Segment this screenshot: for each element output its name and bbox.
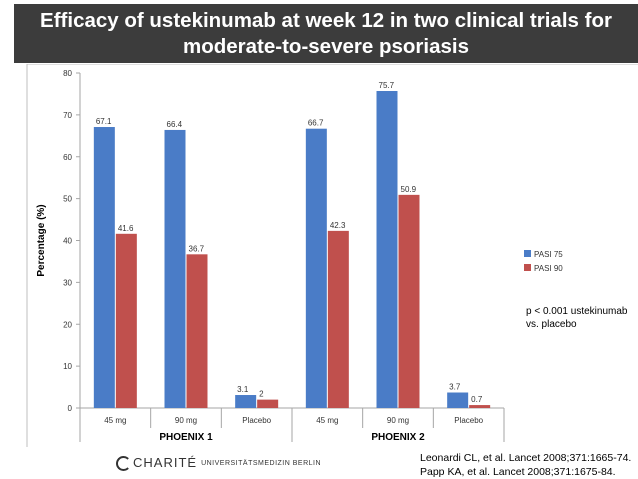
group-label: PHOENIX 1: [159, 432, 213, 443]
note-line-2: vs. placebo: [526, 319, 577, 330]
y-tick-label: 70: [63, 111, 72, 120]
x-tick-label: 90 mg: [175, 416, 197, 425]
bar-pasi-75: [305, 128, 327, 408]
footer: [0, 447, 638, 479]
bar-data-label: 66.4: [167, 120, 183, 129]
bar-data-label: 3.1: [237, 385, 249, 394]
y-tick-label: 20: [63, 320, 72, 329]
charite-c-icon: [116, 456, 131, 472]
bar-data-label: 75.7: [379, 81, 395, 90]
bar-pasi-75: [376, 91, 398, 408]
y-tick-label: 30: [63, 278, 72, 287]
legend-label: PASI 75: [534, 250, 563, 259]
x-tick-label: 45 mg: [104, 416, 126, 425]
bar-data-label: 36.7: [189, 244, 205, 253]
bar-pasi-90: [186, 254, 208, 408]
logo-brand: CHARITÉ: [133, 455, 198, 470]
title-line-2: moderate-to-severe psoriasis: [183, 34, 469, 58]
x-tick-label: 90 mg: [387, 416, 409, 425]
y-tick-label: 0: [68, 404, 73, 413]
reference-1: Leonardi CL, et al. Lancet 2008;371:1665…: [420, 452, 632, 464]
bar-data-label: 3.7: [449, 383, 461, 392]
x-tick-label: Placebo: [454, 416, 483, 425]
bar-data-label: 2: [259, 390, 264, 399]
bar-data-label: 42.3: [330, 221, 346, 230]
bar-data-label: 0.7: [471, 395, 483, 404]
title-line-1: Efficacy of ustekinumab at week 12 in tw…: [40, 8, 612, 32]
bar-pasi-90: [115, 233, 137, 408]
bar-data-label: 41.6: [118, 224, 134, 233]
bar-pasi-75: [447, 392, 469, 408]
y-tick-label: 10: [63, 362, 72, 371]
logo-subtitle: UNIVERSITÄTSMEDIZIN BERLIN: [201, 460, 322, 468]
legend-swatch: [524, 264, 531, 271]
reference-2: Papp KA, et al. Lancet 2008;371:1675-84.: [420, 466, 616, 478]
x-tick-label: Placebo: [242, 416, 271, 425]
bar-pasi-75: [93, 127, 115, 409]
bar-pasi-75: [235, 395, 257, 408]
bar-pasi-90: [257, 399, 279, 408]
y-tick-label: 40: [63, 237, 72, 246]
y-tick-label: 60: [63, 153, 72, 162]
note-line-1: p < 0.001 ustekinumab: [526, 306, 628, 317]
bar-data-label: 50.9: [401, 185, 417, 194]
y-axis-label: Percentage (%): [36, 204, 47, 276]
legend-label: PASI 90: [534, 264, 563, 273]
bar-chart: 0 10 20 30 40 50 60 70 80 Percentage (%) 67.1 41.6 4…: [26, 64, 638, 450]
legend-swatch: [524, 250, 531, 257]
significance-note: p < 0.001 ustekinumab vs. placebo: [526, 305, 627, 331]
x-tick-label: 45 mg: [316, 416, 338, 425]
title-bar: Efficacy of ustekinumab at week 12 in tw…: [14, 4, 638, 63]
charite-logo: CHARITÉ UNIVERSITÄTSMEDIZIN BERLIN: [116, 455, 322, 472]
bar-pasi-90: [398, 194, 420, 408]
bar-pasi-90: [469, 405, 491, 408]
bar-data-label: 66.7: [308, 119, 324, 128]
bar-pasi-90: [327, 230, 349, 408]
references: Leonardi CL, et al. Lancet 2008;371:1665…: [420, 451, 631, 479]
bar-data-label: 67.1: [96, 117, 112, 126]
y-tick-label: 80: [63, 69, 72, 78]
y-tick-label: 50: [63, 195, 72, 204]
group-label: PHOENIX 2: [371, 432, 425, 443]
bar-pasi-75: [164, 129, 186, 408]
